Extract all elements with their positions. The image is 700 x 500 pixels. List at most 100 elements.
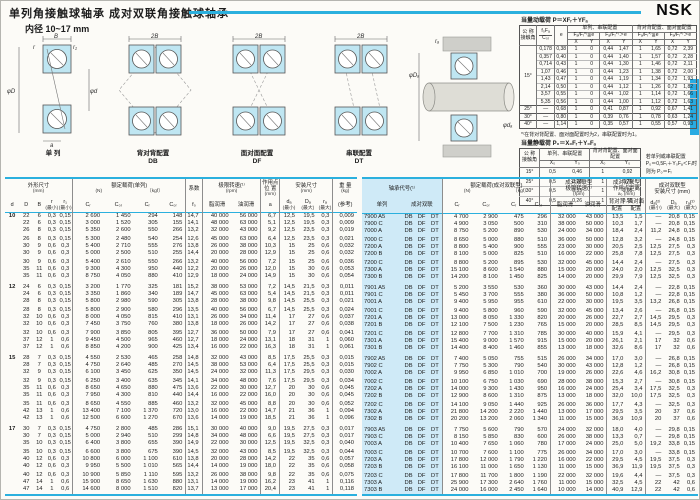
table-row — [362, 305, 698, 308]
table-row: 30° —0,80 1 0 0,39 0,76 1 0,78 0,63 1,24 — [519, 112, 697, 121]
table-row: 7903 C DB DF DT 8 150 5 850 830 600 26 000 38 000… — [362, 433, 695, 441]
table-row: 7201 B DB DF DT 12 100 7 500 1 230 765 15 000 20 … — [362, 321, 695, 329]
table-row: 7903 A5 DB DF DT 7 750 5 600 790 570 24 000 32 00… — [362, 426, 695, 434]
table-row: 7200 C DB DF DT 8 800 5 200 895 530 32 000 45 000… — [362, 259, 695, 267]
table-row: 7900 C DB DF DT 4 900 3 050 500 310 38 000 50 000… — [362, 220, 695, 228]
dynamic-load-table: 公 称接触角 f₀Fₐ C₀ᵣ e 单列、串联配置 背对背配置、面对面配置 Fₐ/… — [519, 25, 697, 129]
diagram-caption: 面对面配置 DF — [240, 150, 274, 166]
dim-D-label: φD — [7, 89, 16, 95]
table-row — [5, 447, 357, 450]
dimensions-table: 外形尺寸 (mm) 额定载荷(单列) (N) 〔kgf〕 系数 极限转速(¹⁾ (rpm… — [5, 177, 357, 496]
table-row: 35 10 0,3 0,15 6 400 3 800 655 390 14,9 22 000 30 … — [5, 440, 357, 448]
table-row: 7002 C DB DF DT 10 100 6 750 1 030 690 28 000 38 … — [362, 378, 695, 386]
diagram-back-to-back: 2B 背对背配置 DB — [101, 33, 205, 175]
table-row: 32 10 0,6 0,3 7 900 3 850 805 395 12,7 36 000 50 0… — [5, 330, 357, 338]
table-row: 7203 A DB DF DT 17 800 12 000 1 790 1 220 16 000… — [362, 456, 695, 464]
table-row: 12 24 6 0,3 0,15 3 200 1 770 325 181 15,2 38 000 53… — [5, 284, 357, 292]
diagram-caption: 背对背配置 DB — [136, 150, 170, 166]
paired-duplex-table: 轴承代号(¹⁾ 额定载荷(成对双联型) (N) 〔kgf〕 成对双联型 极限转速(¹⁾… — [362, 177, 698, 496]
table-row: 37 12 1 0,6 8 850 4 200 900 425 13,4 16 000 22 000… — [5, 344, 357, 352]
table-row: 1,07 0,46 1 0 0,44 1,23 1 1,38 0,72 2,00 — [520, 67, 697, 76]
table-row — [362, 257, 698, 260]
table-row: 7303 B DB DF DT 24 000 16 000 2 450 1 640 10 000… — [362, 486, 695, 495]
table-row — [5, 422, 357, 427]
table-row — [5, 256, 357, 259]
table-row: 40° —1,14 1 0 0,35 0,57 1 0,55 0,57 0,93 — [519, 120, 697, 129]
table-row: 35 11 0,6 0,3 8 650 4 650 880 475 13,6 22 000 30 0… — [5, 385, 357, 393]
table-row: 35 11 0,6 0,3 7 950 4 300 810 440 14,4 16 000 22 0… — [5, 392, 357, 400]
table-row: 30 9 0,6 0,3 5 400 2 610 550 266 13,2 40 000 56 00… — [5, 258, 357, 266]
diagram-face-to-face: 2B 面对面配置 DF — [205, 33, 309, 175]
table-row: 7901 A5 DB DF DT 5 200 3 550 530 360 30 000 43 00… — [362, 284, 695, 292]
table-row: 7203 C DB DF DT 17 800 11 700 1 800 1 190 22 000… — [362, 472, 695, 480]
diagram-single-row: B r r₁ φD φd a 单 列 — [5, 33, 101, 175]
table-row: 32 10 0,6 0,3 7 450 3 750 760 380 13,8 18 000 26 0… — [5, 321, 357, 329]
table-row: 7202 A DB DF DT 14 000 9 300 1 430 950 16 000 24 … — [362, 385, 695, 393]
table-row: 7000 A DB DF DT 8 750 5 200 890 530 24 000 34 000… — [362, 227, 695, 235]
dynamic-load-title: 当量动载荷 P＝XFᵣ＋YFₐ — [521, 18, 588, 24]
table-row: 7303 A DB DF DT 25 900 17 300 2 640 1 760 11 000… — [362, 479, 695, 487]
dim-r-label: r — [33, 45, 36, 51]
table-row — [5, 233, 357, 236]
table-row: 32 10 0,6 0,3 8 000 4 050 815 410 13,1 26 000 34 0… — [5, 314, 357, 322]
table-row — [5, 351, 357, 356]
table-row: 7300 A DB DF DT 15 100 8 600 1 540 880 15 000 20 … — [362, 266, 695, 274]
diagram-caption: 单 列 — [45, 150, 61, 157]
paired-duplex-table-body: 7900 A5 DB DF DT 4 700 2 900 475 296 32 000 43 00… — [362, 213, 698, 495]
bore-range-subtitle: 内径 10~17 mm — [25, 24, 90, 34]
table-row: 28 8 0,3 0,15 5 800 2 980 590 305 13,8 28 000 38 0… — [5, 298, 357, 306]
table-row: 7901 C DB DF DT 5 450 3 700 555 380 36 000 50 000… — [362, 291, 695, 299]
table-row: 7003 C DB DF DT 10 700 7 600 1 100 775 26 000 34 … — [362, 449, 695, 457]
table-row: 7001 C DB DF DT 9 400 5 800 960 590 32 000 45 000… — [362, 307, 695, 315]
dim-ra-label: rₐ — [435, 39, 439, 45]
table-row: 7301 A DB DF DT 15 400 9 000 1 570 915 15 000 20 … — [362, 337, 695, 345]
header-rule — [189, 11, 641, 14]
main-tables: 外形尺寸 (mm) 额定载荷(单列) (N) 〔kgf〕 系数 极限转速(¹⁾ (rpm… — [5, 177, 698, 496]
table-row: 32 9 0,3 0,15 6 100 3 450 625 350 14,5 24 000 32 0… — [5, 369, 357, 377]
table-row: 7302 A DB DF DT 21 800 14 200 2 220 1 440 13 000… — [362, 408, 695, 416]
table-row — [5, 305, 357, 308]
table-row: 7301 B DB DF DT 14 400 8 400 1 460 855 13 000 18 … — [362, 344, 695, 352]
table-row: 24 6 0,3 0,15 3 350 1 860 340 189 14,7 45 000 63 0… — [5, 291, 357, 299]
table-row: 7902 C DB DF DT 7 750 5 300 790 540 30 000 43 000… — [362, 362, 695, 370]
diagram-mounting: rₐ φDₐ φdₐ — [409, 33, 517, 175]
table-row: 10 22 6 0,3 0,15 2 690 1 450 294 148 14,7 40 000 56… — [5, 212, 357, 220]
table-row: 2,14 0,50 1 0 0,44 1,12 1 1,26 0,72 1,82 — [520, 82, 697, 91]
table-row: 7002 A DB DF DT 9 950 6 850 1 010 700 19 000 26 0… — [362, 369, 695, 377]
table-row: 40 12 0,6 0,3 10 800 6 000 1 100 610 13,8 20 000 2… — [5, 456, 357, 464]
table-row — [362, 422, 698, 427]
table-row — [5, 470, 357, 473]
nsk-logo: NSK — [656, 2, 693, 19]
table-row: 7200 B DB DF DT 8 100 5 000 825 510 16 000 22 000… — [362, 250, 695, 258]
table-row: 30 9 0,6 0,3 5 400 2 710 555 276 13,8 26 000 38 00… — [5, 242, 357, 250]
static-load-note: 若单列或串联配置 P₀＝0,5Fᵣ＋Y₀Fₐ＜Fᵣ时 则为 P₀＝Fᵣ — [645, 153, 697, 175]
table-row: 40 12 0,6 0,3 9 950 5 500 1 010 565 14,4 14 000 19… — [5, 463, 357, 471]
table-row: 26 8 0,3 0,15 5 300 2 480 540 254 12,6 45 000 63 0… — [5, 235, 357, 243]
dynamic-load-footnote: *⁾在背对背配置、面对面配置时为2，串联配置时为1。 — [521, 131, 640, 138]
table-row: 35 11 0,6 0,3 8 650 4 550 885 460 13,2 32 000 45 0… — [5, 401, 357, 409]
table-row — [362, 470, 698, 473]
table-row: 17 30 7 0,3 0,15 4 750 2 800 485 286 15,1 30 000 40… — [5, 426, 357, 434]
table-row — [362, 280, 698, 285]
table-row — [362, 447, 698, 450]
dimensions-table-body: 10 22 6 0,3 0,15 2 690 1 450 294 148 14,7 40 000 56… — [5, 212, 357, 495]
table-row: 7902 A5 DB DF DT 7 400 5 050 755 515 26 000 34 00… — [362, 355, 695, 363]
table-row: 47 14 1 0,6 15 900 8 650 1 630 880 13,1 14 000 19 … — [5, 479, 357, 487]
table-row: 30 7 0,3 0,15 5 000 2 940 510 299 14,8 34 000 48 0… — [5, 433, 357, 441]
page-title: 单列角接触球轴承 成对双联角接触球轴承 — [9, 8, 230, 20]
table-row — [362, 234, 698, 237]
table-row: 25° —0,68 1 0 0,41 0,87 1 0,92 0,67 1,41 — [519, 105, 697, 114]
table-row: 0,714 0,43 1 0 0,44 1,30 1 1,46 0,72 2,11 — [520, 60, 697, 69]
table-row: 7203 B DB DF DT 16 100 11 000 1 650 1 130 11 000… — [362, 463, 695, 471]
table-row: 15° 0,5 0,46 1 0,92 — [519, 167, 641, 177]
table-row: 26 8 0,3 0,15 5 350 2 600 550 266 13,2 32 000 43 0… — [5, 226, 357, 234]
table-row: 42 13 1 0,6 13 400 7 100 1 370 720 13,0 16 000 22 … — [5, 408, 357, 416]
table-row: 15 28 7 0,3 0,15 4 550 2 530 465 258 14,8 32 000 43… — [5, 355, 357, 363]
table-row — [362, 351, 698, 356]
table-row — [5, 399, 357, 402]
table-row: 5,35 0,56 1 0 0,44 1,00 1 1,12 0,72 1,63 — [520, 97, 697, 106]
table-row — [362, 376, 698, 379]
table-row: 28 7 0,3 0,15 4 750 2 640 485 270 14,5 38 000 53 0… — [5, 362, 357, 370]
table-row: 3,57 0,55 1 0 0,44 1,02 1 1,14 0,72 1,66 — [520, 90, 697, 99]
